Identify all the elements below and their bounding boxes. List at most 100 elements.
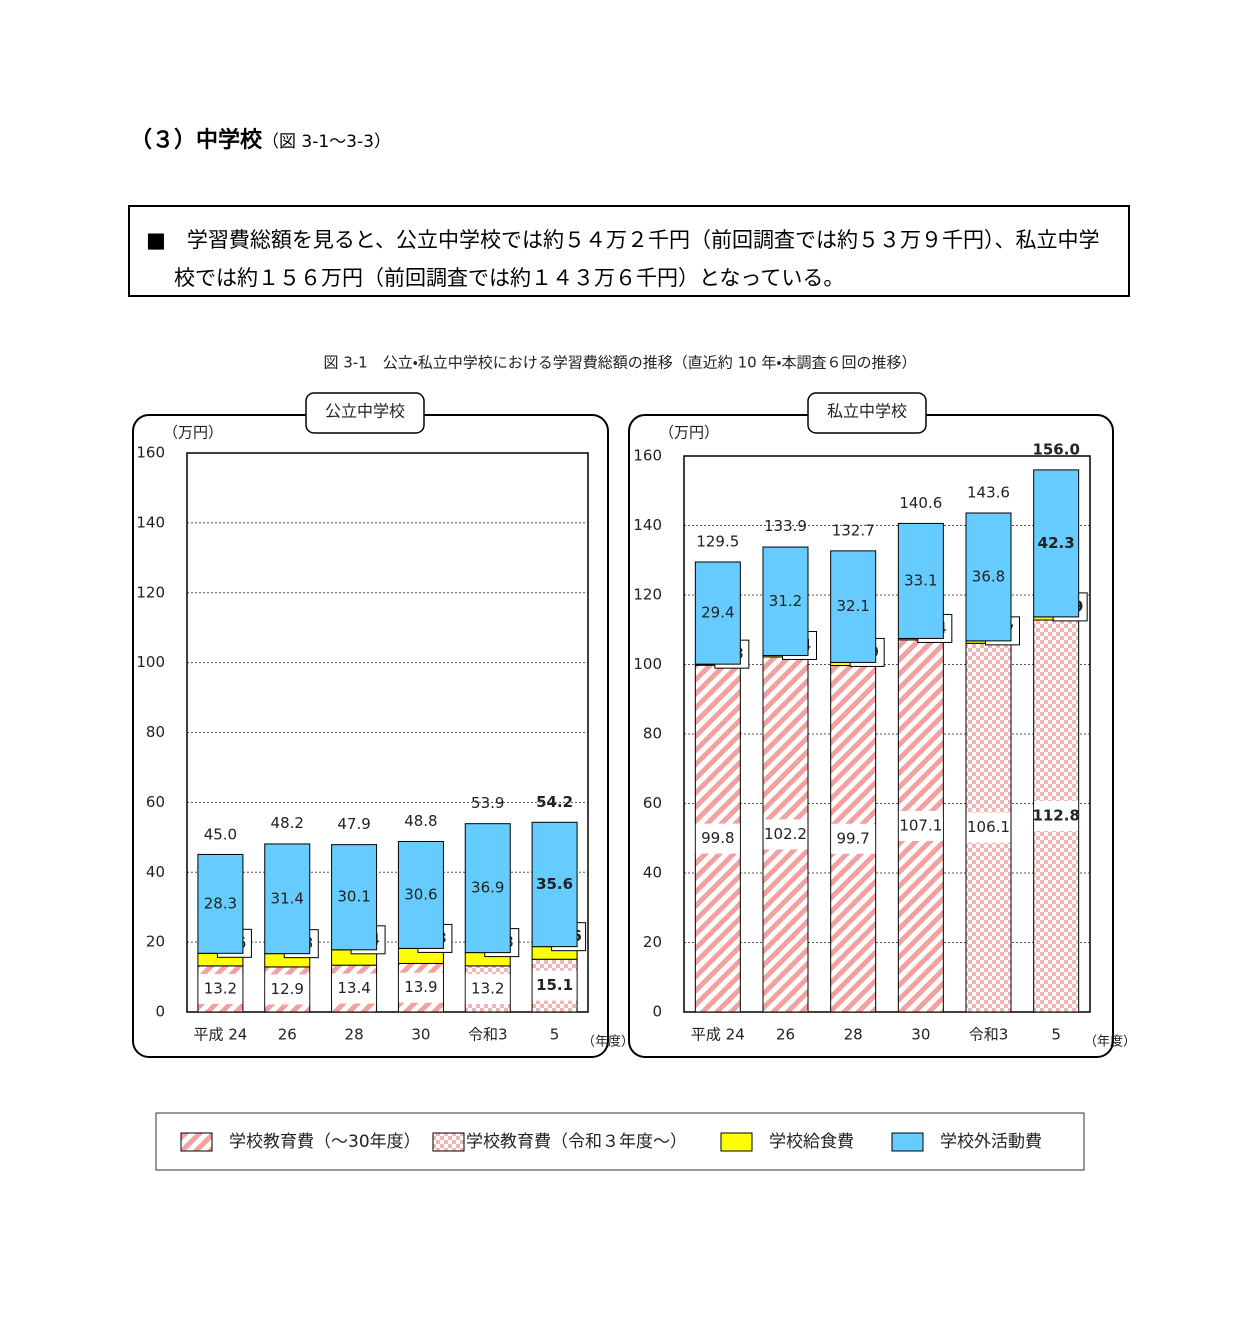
total-label: 53.9 — [471, 794, 504, 812]
y-tick-label: 20 — [146, 933, 165, 951]
y-tick-label: 60 — [643, 794, 662, 812]
legend-swatch — [720, 1132, 753, 1152]
total-label: 48.8 — [404, 812, 437, 830]
panel-title-box — [807, 392, 927, 434]
label-box — [763, 819, 808, 850]
y-tick-label: 60 — [146, 793, 165, 811]
bar-segment — [1033, 469, 1080, 618]
label-box — [966, 812, 1011, 843]
value-label: 112.8 — [1032, 807, 1079, 825]
bar-segment — [264, 843, 311, 955]
y-tick-label: 20 — [643, 933, 662, 951]
value-label: 36.8 — [972, 567, 1005, 585]
legend-swatch — [891, 1132, 924, 1152]
bar-segment — [531, 821, 578, 948]
y-tick-label: 40 — [146, 863, 165, 881]
x-tick-label: 5 — [1051, 1026, 1061, 1044]
value-label: 99.7 — [836, 829, 869, 847]
value-label: 28.3 — [204, 894, 237, 912]
value-label: 31.2 — [769, 592, 802, 610]
y-tick-label: 120 — [136, 583, 165, 601]
y-tick-label: 140 — [633, 516, 662, 534]
bar-segment — [694, 561, 741, 665]
figure-ref: （図 3-1～3-3） — [262, 132, 391, 152]
total-label: 140.6 — [899, 494, 942, 512]
value-label: 30.1 — [337, 888, 370, 906]
summary: ■ 学習費総額を見ると、公立中学校では約５４万２千円（前回調査では約５３万９千円… — [146, 228, 1100, 290]
value-label: 31.4 — [271, 889, 304, 907]
label-box — [695, 823, 740, 854]
value-label: 106.1 — [967, 818, 1010, 836]
total-label: 143.6 — [967, 483, 1010, 501]
x-tick-label: 令和3 — [468, 1026, 508, 1044]
summary-box: ■ 学習費総額を見ると、公立中学校では約５４万２千円（前回調査では約５３万９千円… — [128, 205, 1130, 297]
bar-segment — [397, 841, 444, 949]
value-label: 35.6 — [536, 875, 573, 893]
value-label: 13.2 — [471, 979, 504, 997]
value-label: 99.8 — [701, 829, 734, 847]
total-label: 133.9 — [764, 517, 807, 535]
y-tick-label: 80 — [643, 725, 662, 743]
value-label: 102.2 — [764, 825, 807, 843]
label-box — [198, 973, 243, 1004]
value-label: 13.2 — [204, 979, 237, 997]
value-label: 13.4 — [337, 979, 370, 997]
value-label: 33.1 — [904, 571, 937, 589]
value-label: 32.1 — [836, 597, 869, 615]
label-box — [332, 973, 377, 1004]
x-tick-label: 26 — [776, 1026, 795, 1044]
bar-segment — [197, 853, 244, 954]
legend-label: 学校教育費（～30年度） — [229, 1132, 421, 1152]
x-tick-label: 26 — [278, 1026, 297, 1044]
total-label: 47.9 — [337, 815, 370, 833]
legend-label: 学校給食費 — [769, 1132, 854, 1152]
value-label: 29.4 — [701, 604, 734, 622]
total-label: 48.2 — [271, 814, 304, 832]
x-tick-label: 30 — [911, 1026, 930, 1044]
plot-area — [186, 452, 589, 1013]
label-box — [265, 974, 310, 1005]
value-label: 30.6 — [404, 885, 437, 903]
value-label: 12.9 — [271, 980, 304, 998]
bar-segment — [830, 550, 877, 663]
legend-label: 学校外活動費 — [940, 1132, 1042, 1152]
x-unit: （年度） — [582, 1034, 634, 1050]
total-label: 156.0 — [1032, 440, 1079, 458]
figure-title: 図 3-1 公立・私立中学校における学習費総額の推移（直近約 10 年・本調査６… — [323, 354, 916, 372]
panel-title: 私立中学校 — [827, 402, 907, 421]
label-box — [898, 810, 943, 841]
total-label: 54.2 — [536, 793, 573, 811]
y-tick-label: 140 — [136, 513, 165, 531]
y-tick-label: 0 — [155, 1003, 165, 1021]
x-tick-label: 30 — [411, 1026, 430, 1044]
value-label: 15.1 — [536, 976, 573, 994]
bar-segment — [331, 844, 378, 951]
legend-swatch — [180, 1132, 213, 1152]
legend-swatch — [432, 1132, 465, 1152]
summary-text: 学習費総額を見ると、公立中学校では約５４万２千円（前回調査では約５３万９千円）、… — [174, 228, 1100, 290]
x-tick-label: 令和3 — [969, 1026, 1009, 1044]
bar-segment — [464, 823, 511, 954]
plot-area — [683, 455, 1091, 1013]
panel-title-box — [305, 392, 425, 434]
bar-segment — [965, 512, 1012, 642]
label-box — [465, 973, 510, 1004]
y-unit: （万円） — [659, 424, 719, 442]
y-unit: （万円） — [163, 424, 223, 442]
y-tick-label: 40 — [643, 864, 662, 882]
x-tick-label: 28 — [345, 1026, 364, 1044]
label-box — [398, 972, 443, 1003]
y-tick-label: 160 — [633, 447, 662, 465]
value-label: 107.1 — [899, 816, 942, 834]
bar-segment — [762, 546, 809, 656]
y-tick-label: 100 — [633, 655, 662, 673]
label-box — [532, 970, 577, 1001]
total-label: 129.5 — [696, 532, 739, 550]
y-tick-label: 120 — [633, 586, 662, 604]
y-tick-label: 0 — [652, 1003, 662, 1021]
panel-title: 公立中学校 — [325, 402, 405, 421]
value-label: 42.3 — [1038, 534, 1075, 552]
section-title: （３）中学校 — [130, 128, 263, 153]
